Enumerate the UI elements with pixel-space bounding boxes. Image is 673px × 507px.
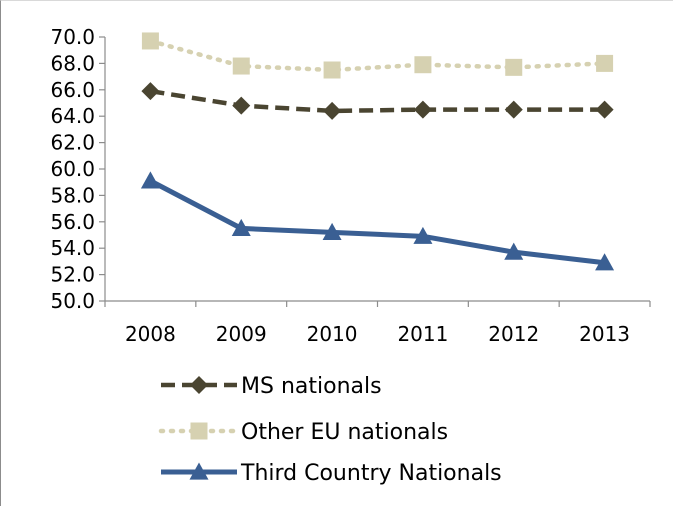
legend-marker-icon	[189, 462, 209, 480]
y-tick-label: 52.0	[50, 263, 95, 287]
y-tick-label: 58.0	[50, 183, 95, 207]
y-tick-label: 68.0	[50, 51, 95, 75]
data-point	[413, 100, 432, 119]
data-point	[322, 222, 342, 240]
series-line-1	[148, 38, 607, 73]
series-line-2	[149, 178, 605, 266]
y-tick-label: 50.0	[50, 289, 95, 313]
data-point	[595, 253, 615, 271]
data-point	[413, 226, 433, 244]
y-tick-label: 62.0	[50, 131, 95, 155]
y-tick-label: 56.0	[50, 210, 95, 234]
data-point	[323, 61, 341, 79]
x-tick-label: 2013	[579, 322, 630, 346]
x-tick-label: 2008	[125, 322, 176, 346]
data-point	[141, 82, 160, 101]
data-point	[232, 96, 251, 115]
x-tick-label: 2009	[216, 322, 267, 346]
data-point	[141, 32, 159, 50]
legend-label: Third Country Nationals	[240, 461, 502, 486]
data-point	[140, 171, 160, 189]
data-point	[505, 58, 523, 76]
y-tick-label: 70.0	[50, 25, 95, 49]
y-tick-label: 66.0	[50, 78, 95, 102]
data-point	[595, 100, 614, 119]
x-tick-label: 2011	[397, 322, 448, 346]
data-point	[504, 242, 524, 260]
x-tick-label: 2012	[488, 322, 539, 346]
legend-label: Other EU nationals	[241, 420, 448, 445]
y-tick-label: 54.0	[50, 236, 95, 260]
legend-label: MS nationals	[241, 374, 382, 399]
y-tick-label: 64.0	[50, 104, 95, 128]
data-point	[596, 54, 614, 72]
data-point	[323, 101, 342, 120]
data-point	[231, 218, 251, 236]
series-line-0	[150, 88, 605, 114]
legend-marker-icon	[190, 422, 208, 440]
data-point	[414, 56, 432, 74]
legend-marker-icon	[190, 376, 208, 394]
y-tick-label: 60.0	[50, 157, 95, 181]
x-tick-label: 2010	[307, 322, 358, 346]
data-point	[504, 100, 523, 119]
data-point	[232, 57, 250, 75]
